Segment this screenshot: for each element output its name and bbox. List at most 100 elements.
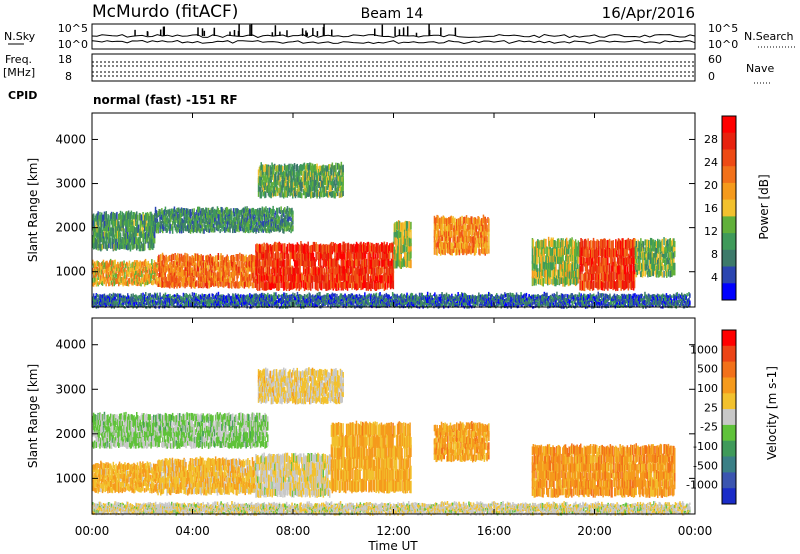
heatmap-cell xyxy=(109,293,111,298)
heatmap-cell xyxy=(166,228,168,233)
heatmap-cell xyxy=(644,247,646,254)
heatmap-cell xyxy=(188,228,191,233)
heatmap-cell xyxy=(102,214,105,221)
heatmap-cell xyxy=(138,268,140,273)
heatmap-cell xyxy=(616,280,618,290)
heatmap-cell xyxy=(214,260,217,267)
heatmap-cell xyxy=(276,259,278,269)
heatmap-cell xyxy=(574,255,577,264)
heatmap-cell xyxy=(212,272,214,279)
heatmap-cell xyxy=(372,264,374,274)
heatmap-cell xyxy=(576,275,579,284)
heatmap-cell xyxy=(401,236,403,245)
heatmap-cell xyxy=(101,280,104,286)
freq-unit: [MHz] xyxy=(3,66,35,79)
heatmap-cell xyxy=(296,242,299,251)
heatmap-cell xyxy=(151,273,153,279)
heatmap-cell xyxy=(307,256,309,267)
heatmap-cell xyxy=(652,253,655,260)
heatmap-cell xyxy=(255,215,257,220)
heatmap-cell xyxy=(325,166,327,172)
heatmap-cell xyxy=(219,255,221,263)
heatmap-cell xyxy=(262,183,264,190)
heatmap-cell xyxy=(366,282,369,290)
heatmap-cell xyxy=(220,221,222,226)
heatmap-cell xyxy=(114,229,116,237)
heatmap-cell xyxy=(385,273,387,283)
heatmap-cell xyxy=(95,242,98,250)
heatmap-cell xyxy=(589,241,591,250)
heatmap-cell xyxy=(546,269,548,279)
heatmap-cell xyxy=(136,211,138,220)
heatmap-cell xyxy=(337,273,339,283)
heatmap-cell xyxy=(110,299,113,304)
heatmap-cell xyxy=(190,271,193,277)
heatmap-cell xyxy=(554,240,556,249)
heatmap-cell xyxy=(296,273,299,283)
heatmap-cell xyxy=(206,207,208,214)
heatmap-cell xyxy=(182,224,185,231)
heatmap-cell xyxy=(253,227,255,232)
heatmap-cell xyxy=(618,238,621,249)
heatmap-cell xyxy=(267,227,270,233)
heatmap-cell xyxy=(312,179,315,187)
heatmap-cell xyxy=(556,247,559,257)
heatmap-cell xyxy=(478,216,480,224)
heatmap-cell xyxy=(187,220,189,225)
heatmap-cell xyxy=(386,272,388,282)
heatmap-cell xyxy=(299,185,301,191)
heatmap-cell xyxy=(299,164,301,171)
heatmap-cell xyxy=(440,229,443,236)
heatmap-cell xyxy=(364,278,367,289)
heatmap-cell xyxy=(278,274,281,283)
heatmap-cell xyxy=(92,235,95,244)
heatmap-cell xyxy=(108,241,110,248)
heatmap-cell xyxy=(478,248,480,255)
heatmap-cell xyxy=(193,208,195,213)
heatmap-cell xyxy=(164,261,166,268)
heatmap-cell xyxy=(230,277,232,283)
heatmap-cell xyxy=(340,191,343,198)
heatmap-cell xyxy=(242,254,245,262)
heatmap-cell xyxy=(406,243,409,252)
heatmap-cell xyxy=(136,270,139,275)
heatmap-cell xyxy=(100,263,102,268)
heatmap-cell xyxy=(291,180,293,187)
heatmap-cell xyxy=(246,212,248,219)
heatmap-cell xyxy=(185,212,187,218)
heatmap-cell xyxy=(625,247,628,257)
heatmap-cell xyxy=(404,251,406,260)
heatmap-cell xyxy=(654,247,656,253)
heatmap-cell xyxy=(339,184,342,192)
heatmap-cell xyxy=(449,241,452,249)
heatmap-cell xyxy=(92,229,95,237)
heatmap-cell xyxy=(590,280,592,290)
heatmap-cell xyxy=(268,228,271,234)
heatmap-cell xyxy=(404,221,406,230)
heatmap-cell xyxy=(350,251,352,261)
heatmap-cell xyxy=(275,257,277,267)
heatmap-cell xyxy=(114,217,116,227)
heatmap-cell xyxy=(161,214,163,221)
heatmap-cell xyxy=(165,210,168,216)
heatmap-cell xyxy=(374,250,377,259)
heatmap-cell xyxy=(575,268,578,278)
heatmap-cell xyxy=(259,208,262,214)
heatmap-cell xyxy=(610,240,613,251)
heatmap-cell xyxy=(145,235,148,243)
heatmap-cell xyxy=(608,248,611,257)
heatmap-cell xyxy=(602,277,605,288)
heatmap-cell xyxy=(236,226,238,232)
heatmap-cell xyxy=(252,276,255,283)
heatmap-cell xyxy=(134,273,136,280)
heatmap-cell xyxy=(209,221,211,226)
heatmap-cell xyxy=(156,223,159,229)
heatmap-cell xyxy=(263,184,265,193)
heatmap-cell xyxy=(131,270,133,277)
heatmap-cell xyxy=(235,208,238,214)
heatmap-cell xyxy=(97,274,99,280)
heatmap-cell xyxy=(574,247,577,257)
heatmap-cell xyxy=(180,219,183,226)
heatmap-cell xyxy=(638,262,640,271)
heatmap-cell xyxy=(258,282,261,291)
